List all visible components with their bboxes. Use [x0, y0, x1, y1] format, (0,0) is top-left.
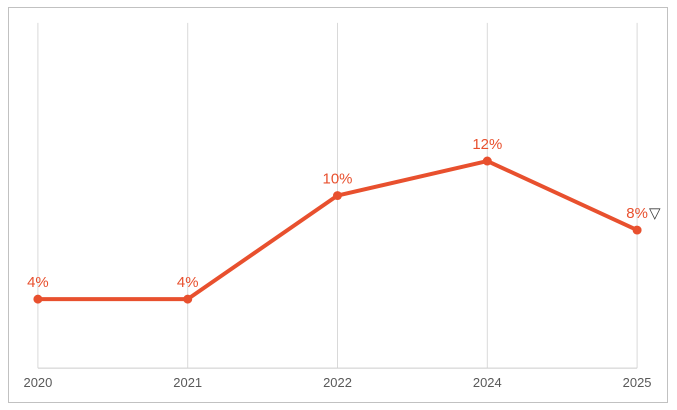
- data-point-label: 4%: [177, 274, 199, 291]
- down-triangle-annotation-icon: ▽: [649, 205, 661, 222]
- data-point-marker: [482, 156, 492, 166]
- data-point-marker: [33, 294, 43, 304]
- data-point-label: 8%: [626, 205, 648, 222]
- x-tick-label: 2024: [473, 375, 502, 390]
- x-tick-label: 2025: [623, 375, 652, 390]
- data-point-label: 12%: [472, 136, 502, 153]
- trend-line-chart: 2020 2021 2022 2024 2025 4% 4% 10% 12% 8% ▽: [24, 22, 661, 390]
- x-tick-label: 2021: [173, 375, 202, 390]
- data-point-marker: [632, 225, 642, 235]
- chart-frame: 2020 2021 2022 2024 2025 4% 4% 10% 12% 8% ▽: [8, 7, 668, 403]
- x-tick-label: 2022: [323, 375, 352, 390]
- data-point-marker: [183, 294, 193, 304]
- x-tick-label: 2020: [24, 375, 53, 390]
- data-point-label: 4%: [27, 274, 49, 291]
- data-point-label: 10%: [323, 171, 353, 188]
- data-point-marker: [333, 191, 342, 201]
